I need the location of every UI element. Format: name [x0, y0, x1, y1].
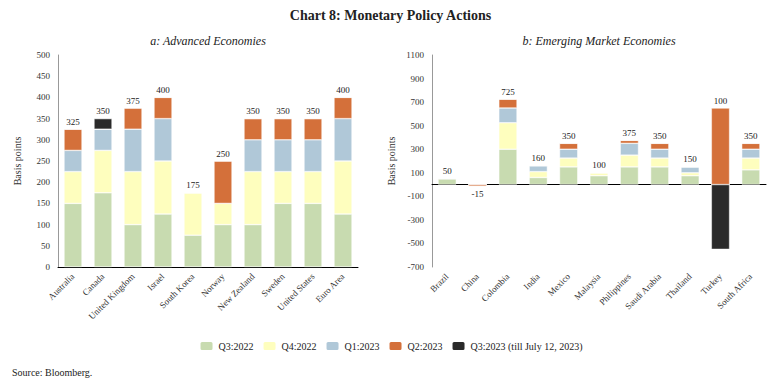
- svg-text:400: 400: [336, 85, 350, 95]
- svg-text:Chart 8: Monetary Policy Actio: Chart 8: Monetary Policy Actions: [290, 8, 492, 23]
- svg-text:Source: Bloomberg.: Source: Bloomberg.: [12, 367, 92, 378]
- svg-text:Basis points: Basis points: [386, 137, 397, 186]
- svg-text:100: 100: [411, 168, 425, 178]
- svg-text:Q4:2022: Q4:2022: [282, 341, 317, 352]
- svg-text:350: 350: [246, 106, 260, 116]
- svg-text:500: 500: [37, 50, 51, 60]
- svg-text:United Kingdom: United Kingdom: [87, 271, 137, 321]
- svg-text:325: 325: [66, 117, 80, 127]
- svg-text:Canada: Canada: [80, 271, 106, 297]
- svg-text:500: 500: [411, 121, 425, 131]
- svg-text:100: 100: [714, 96, 728, 106]
- svg-text:-300: -300: [408, 215, 425, 225]
- svg-text:Q3:2023 (till July 12, 2023): Q3:2023 (till July 12, 2023): [471, 341, 583, 353]
- svg-text:50: 50: [41, 241, 51, 251]
- svg-text:New Zealand: New Zealand: [215, 271, 256, 312]
- svg-text:300: 300: [37, 135, 51, 145]
- svg-text:175: 175: [186, 180, 200, 190]
- svg-text:400: 400: [37, 92, 51, 102]
- svg-text:350: 350: [653, 131, 667, 141]
- svg-text:Mexico: Mexico: [546, 271, 573, 298]
- svg-text:-500: -500: [408, 238, 425, 248]
- svg-text:700: 700: [411, 97, 425, 107]
- svg-text:Euro Area: Euro Area: [314, 271, 347, 304]
- svg-text:-15: -15: [472, 189, 484, 199]
- svg-text:Sweden: Sweden: [259, 271, 287, 299]
- svg-text:350: 350: [306, 106, 320, 116]
- svg-text:400: 400: [156, 85, 170, 95]
- svg-text:Turkey: Turkey: [699, 271, 725, 297]
- svg-text:United States: United States: [275, 271, 316, 312]
- svg-text:375: 375: [623, 128, 637, 138]
- svg-text:350: 350: [744, 131, 758, 141]
- svg-text:50: 50: [443, 166, 453, 176]
- svg-text:Brazil: Brazil: [428, 271, 451, 294]
- svg-text:Saudi Arabia: Saudi Arabia: [623, 271, 663, 311]
- svg-text:Malaysia: Malaysia: [572, 271, 602, 301]
- svg-text:South Korea: South Korea: [158, 271, 197, 310]
- svg-text:350: 350: [276, 106, 290, 116]
- svg-text:350: 350: [562, 131, 576, 141]
- svg-text:350: 350: [37, 114, 51, 124]
- svg-text:725: 725: [501, 87, 515, 97]
- svg-text:Q3:2022: Q3:2022: [219, 341, 254, 352]
- svg-text:900: 900: [411, 74, 425, 84]
- svg-text:India: India: [522, 271, 542, 291]
- svg-text:b: Emerging Market Economies: b: Emerging Market Economies: [522, 34, 676, 48]
- svg-text:1100: 1100: [406, 50, 424, 60]
- svg-text:0: 0: [46, 262, 51, 272]
- svg-text:250: 250: [216, 149, 230, 159]
- svg-text:Israel: Israel: [145, 271, 167, 293]
- svg-text:100: 100: [37, 220, 51, 230]
- svg-text:-100: -100: [408, 191, 425, 201]
- svg-text:Colombia: Colombia: [479, 271, 511, 303]
- svg-text:China: China: [459, 271, 481, 293]
- svg-text:450: 450: [37, 71, 51, 81]
- svg-text:250: 250: [37, 156, 51, 166]
- svg-text:100: 100: [592, 160, 606, 170]
- svg-text:Q1:2023: Q1:2023: [345, 341, 380, 352]
- svg-text:150: 150: [683, 154, 697, 164]
- svg-text:Norway: Norway: [199, 271, 227, 299]
- svg-text:350: 350: [96, 106, 110, 116]
- svg-text:Thailand: Thailand: [664, 271, 694, 301]
- svg-text:South Africa: South Africa: [715, 271, 754, 310]
- svg-text:Australia: Australia: [46, 271, 76, 301]
- svg-text:160: 160: [532, 153, 546, 163]
- svg-text:375: 375: [126, 96, 140, 106]
- svg-text:Basis points: Basis points: [12, 137, 23, 186]
- svg-text:300: 300: [411, 144, 425, 154]
- svg-text:Q2:2023: Q2:2023: [408, 341, 443, 352]
- svg-text:200: 200: [37, 177, 51, 187]
- svg-text:Philippines: Philippines: [597, 271, 633, 308]
- svg-text:-700: -700: [408, 262, 425, 272]
- svg-text:150: 150: [37, 198, 51, 208]
- svg-text:a: Advanced Economies: a: Advanced Economies: [150, 34, 266, 48]
